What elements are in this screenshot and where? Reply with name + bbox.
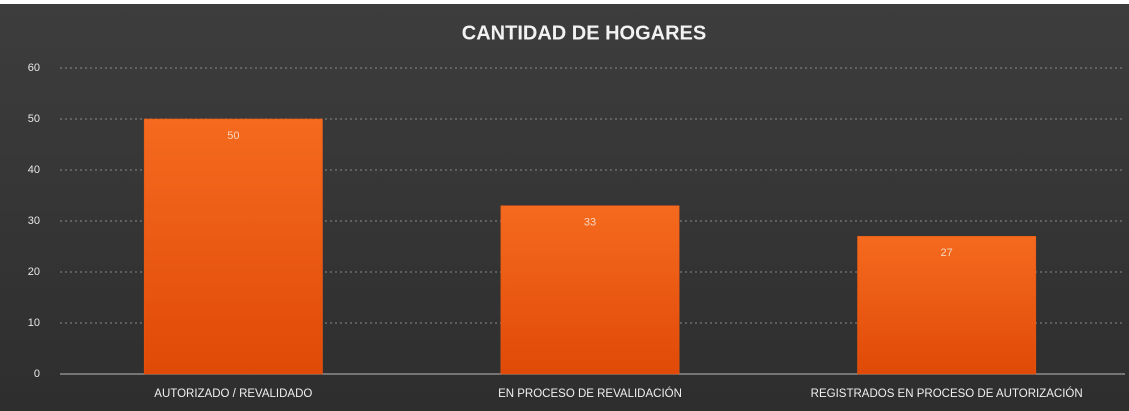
- y-tick-label: 40: [28, 164, 40, 176]
- y-tick-label: 20: [28, 266, 40, 278]
- y-tick-label: 50: [28, 113, 40, 125]
- y-tick-label: 0: [34, 368, 40, 380]
- chart-title: CANTIDAD DE HOGARES: [462, 22, 706, 44]
- y-tick-label: 60: [28, 62, 40, 74]
- bar: [857, 236, 1037, 375]
- value-label: 33: [584, 217, 596, 229]
- x-tick-label: REGISTRADOS EN PROCESO DE AUTORIZACIÓN: [811, 387, 1083, 400]
- value-label: 50: [227, 130, 239, 142]
- x-tick-label: EN PROCESO DE REVALIDACIÓN: [498, 387, 682, 400]
- y-tick-label: 30: [28, 215, 40, 227]
- y-tick-label: 10: [28, 317, 40, 329]
- bar: [143, 118, 323, 375]
- value-label: 27: [941, 247, 953, 259]
- bar: [500, 205, 680, 375]
- x-tick-label: AUTORIZADO / REVALIDADO: [154, 388, 312, 400]
